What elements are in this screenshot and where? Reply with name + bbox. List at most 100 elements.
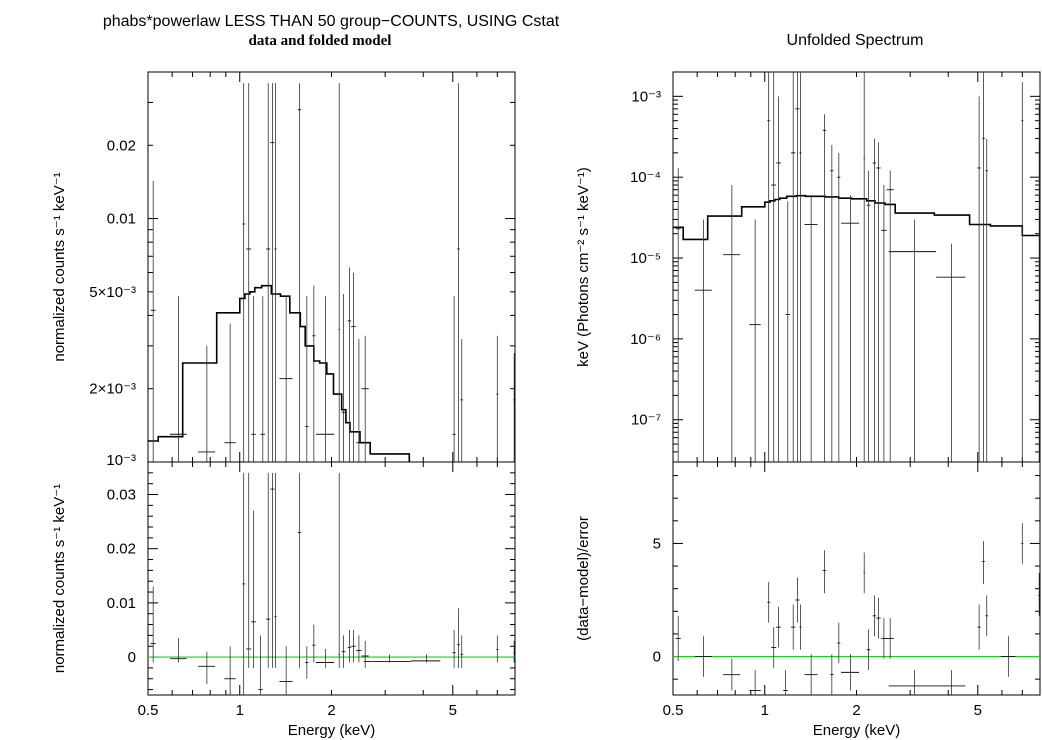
data-point (242, 472, 245, 695)
data-point (795, 577, 800, 623)
left-title: phabs*powerlaw LESS THAN 50 group−COUNTS… (103, 13, 560, 30)
data-point (356, 339, 362, 462)
data-point (1000, 636, 1016, 677)
data-point (513, 640, 515, 663)
data-point (260, 296, 265, 462)
data-point (783, 670, 788, 695)
y-tick-label: 10⁻⁵ (630, 250, 661, 267)
data-point (822, 114, 827, 462)
left-subtitle: data and folded model (249, 33, 392, 49)
data-point (224, 323, 236, 462)
data-point (341, 635, 346, 668)
data-point (863, 72, 865, 462)
y-tick-label: 0 (653, 649, 661, 666)
data-point (361, 335, 369, 462)
data-point (723, 658, 741, 691)
data-point (452, 296, 456, 462)
data-point (363, 654, 412, 663)
data-point (982, 541, 985, 585)
data-point (830, 145, 834, 462)
y-tick-label: 10⁻⁴ (630, 169, 661, 186)
data-point (1038, 104, 1040, 462)
x-tick-label: 0.5 (663, 702, 684, 719)
data-point (341, 293, 346, 462)
y-tick-label: 0 (128, 649, 136, 666)
data-point (496, 635, 499, 663)
data-point (694, 219, 712, 462)
y-tick-label: 0.03 (107, 487, 136, 504)
x-tick-label: 5 (449, 702, 457, 719)
data-point (169, 638, 187, 663)
data-point (411, 654, 441, 663)
panel-bottom-right-sigma-residuals: 0 5 0.5 1 2 5 Energy (keV) (data−model)/error (575, 461, 1041, 739)
plot-frame (147, 461, 516, 696)
x-tick-label: 2 (852, 702, 860, 719)
data-point (841, 654, 860, 691)
y-axis-label: normalized counts s⁻¹ keV⁻¹ (51, 484, 68, 673)
data-point (258, 635, 263, 695)
data-point (985, 138, 988, 462)
data-point (776, 606, 781, 648)
data-point (312, 285, 316, 462)
data-point (872, 138, 877, 462)
y-tick-label: 10⁻⁶ (630, 331, 661, 348)
data-point (804, 654, 818, 695)
data-point (1021, 82, 1024, 462)
data-point (982, 72, 985, 462)
data-point (1038, 572, 1040, 616)
data-point (866, 629, 871, 671)
data-point (785, 201, 790, 462)
data-point (266, 472, 271, 668)
data-point (251, 510, 256, 668)
data-point (749, 219, 761, 462)
x-tick-label: 1 (236, 702, 244, 719)
data-point (246, 472, 252, 668)
data-point (457, 83, 460, 462)
data-point (886, 618, 894, 659)
data-point (242, 83, 245, 462)
y-tick-label: 5×10⁻³ (89, 284, 136, 301)
data-point (305, 296, 309, 462)
y-axis-label: (data−model)/error (575, 516, 592, 641)
y-tick-label: 0.01 (107, 595, 136, 612)
data-point (270, 472, 275, 668)
x-tick-label: 0.5 (138, 702, 159, 719)
data-point (936, 243, 966, 462)
data-point (338, 472, 340, 668)
data-point (837, 622, 841, 664)
data-point (270, 83, 275, 462)
data-point (776, 96, 781, 462)
data-point (279, 296, 293, 462)
data-point (460, 635, 463, 668)
data-point (305, 646, 309, 679)
data-point (150, 586, 156, 663)
data-point (872, 595, 877, 637)
x-tick-label: 1 (761, 702, 769, 719)
data-point (347, 267, 352, 462)
panel-bottom-left-residuals: 0 0.01 0.02 0.03 0.5 1 2 5 Energy (keV) normalize… (51, 461, 516, 739)
y-axis-label: keV (Photons cm⁻² s⁻¹ keV⁻¹) (575, 167, 592, 367)
y-tick-label: 0.02 (107, 137, 136, 154)
data-point (723, 185, 741, 462)
data-point (460, 339, 463, 462)
data-point (936, 670, 966, 695)
data-point (1021, 523, 1024, 564)
y-tick-label: 10⁻³ (631, 88, 661, 105)
data-point (452, 629, 456, 668)
data-point (279, 646, 293, 695)
plot-frame (147, 71, 516, 463)
data-point (675, 167, 681, 462)
data-point (675, 615, 681, 662)
data-point (274, 472, 277, 668)
data-point (863, 552, 865, 594)
data-point (694, 636, 712, 677)
data-point (771, 627, 777, 668)
x-tick-label: 5 (974, 702, 982, 719)
y-tick-label: 2×10⁻³ (89, 381, 136, 398)
data-point (251, 296, 256, 462)
data-point (977, 96, 981, 462)
data-point (977, 604, 981, 650)
data-point (881, 618, 887, 659)
data-point (749, 670, 761, 695)
